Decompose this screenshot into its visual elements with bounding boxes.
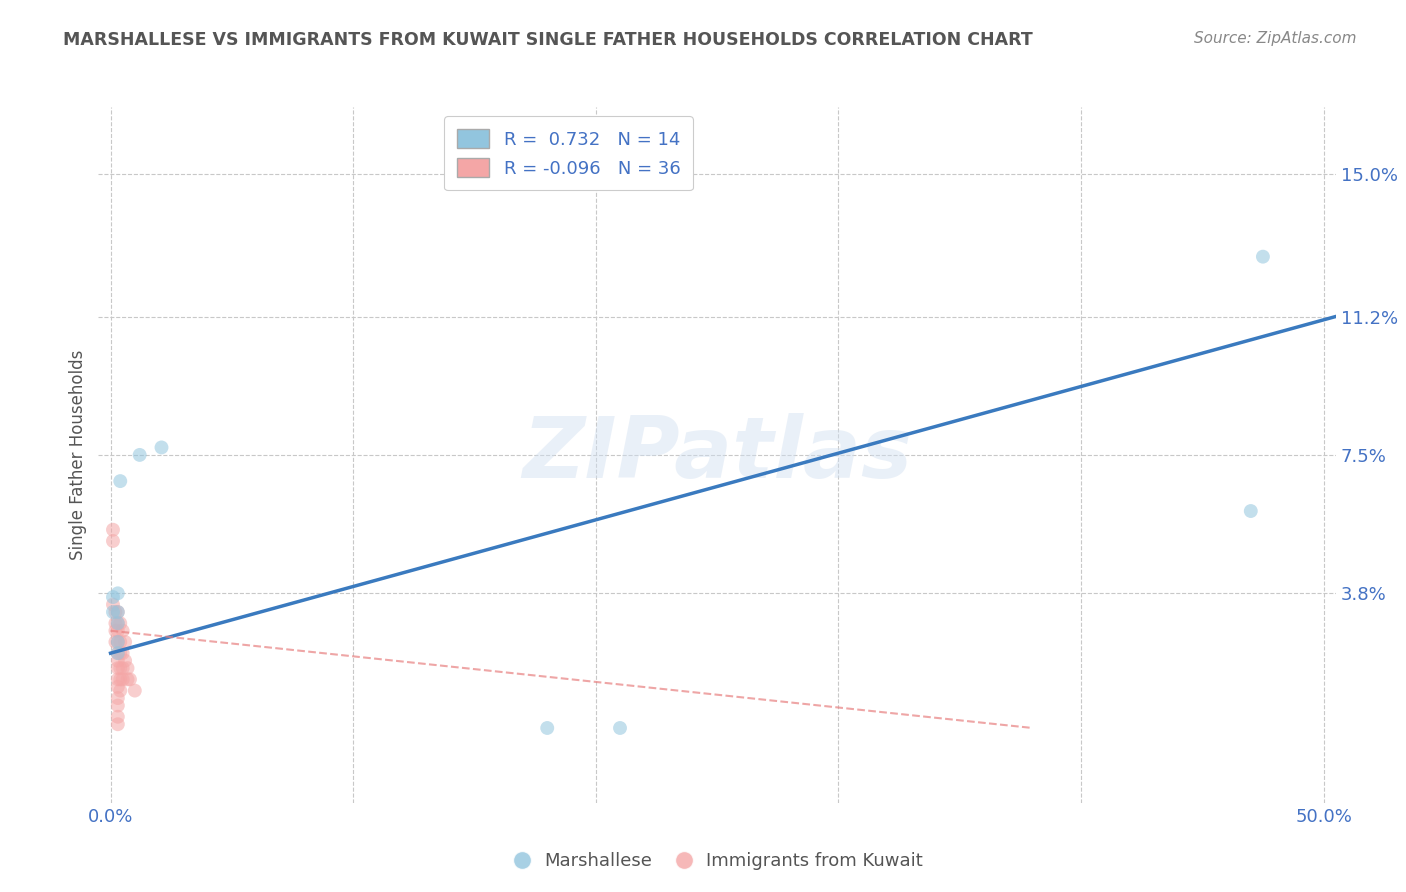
Point <box>101 590 124 604</box>
Point <box>107 698 129 713</box>
Point <box>101 605 124 619</box>
Point <box>110 616 132 631</box>
Point <box>118 673 141 687</box>
Point <box>114 654 136 668</box>
Point <box>110 474 132 488</box>
Point <box>107 586 129 600</box>
Point <box>1251 250 1274 264</box>
Point <box>107 691 129 706</box>
Point <box>107 616 129 631</box>
Point <box>111 646 134 660</box>
Point <box>104 635 127 649</box>
Point <box>609 721 631 735</box>
Point <box>107 680 129 694</box>
Point <box>107 717 129 731</box>
Point <box>110 661 132 675</box>
Y-axis label: Single Father Households: Single Father Households <box>69 350 87 560</box>
Point <box>107 710 129 724</box>
Point <box>107 605 129 619</box>
Point <box>1240 504 1263 518</box>
Point <box>107 635 129 649</box>
Point <box>107 646 129 660</box>
Point <box>110 673 132 687</box>
Point <box>114 635 136 649</box>
Point <box>150 441 173 455</box>
Point <box>107 673 129 687</box>
Point <box>110 646 132 660</box>
Text: ZIPatlas: ZIPatlas <box>522 413 912 497</box>
Text: Source: ZipAtlas.com: Source: ZipAtlas.com <box>1194 31 1357 46</box>
Legend: Marshallese, Immigrants from Kuwait: Marshallese, Immigrants from Kuwait <box>505 845 929 877</box>
Point <box>101 598 124 612</box>
Point <box>110 635 132 649</box>
Point <box>101 523 124 537</box>
Point <box>107 646 129 660</box>
Point <box>107 605 129 619</box>
Text: MARSHALLESE VS IMMIGRANTS FROM KUWAIT SINGLE FATHER HOUSEHOLDS CORRELATION CHART: MARSHALLESE VS IMMIGRANTS FROM KUWAIT SI… <box>63 31 1033 49</box>
Point <box>536 721 558 735</box>
Point <box>104 605 127 619</box>
Point <box>107 624 129 638</box>
Point <box>101 533 124 548</box>
Point <box>111 624 134 638</box>
Point <box>124 683 146 698</box>
Point <box>107 616 129 631</box>
Point <box>107 654 129 668</box>
Point <box>117 673 139 687</box>
Point <box>111 673 134 687</box>
Point <box>110 683 132 698</box>
Point <box>104 624 127 638</box>
Point <box>111 661 134 675</box>
Point <box>117 661 139 675</box>
Point <box>128 448 150 462</box>
Point <box>107 635 129 649</box>
Point <box>107 661 129 675</box>
Point <box>104 616 127 631</box>
